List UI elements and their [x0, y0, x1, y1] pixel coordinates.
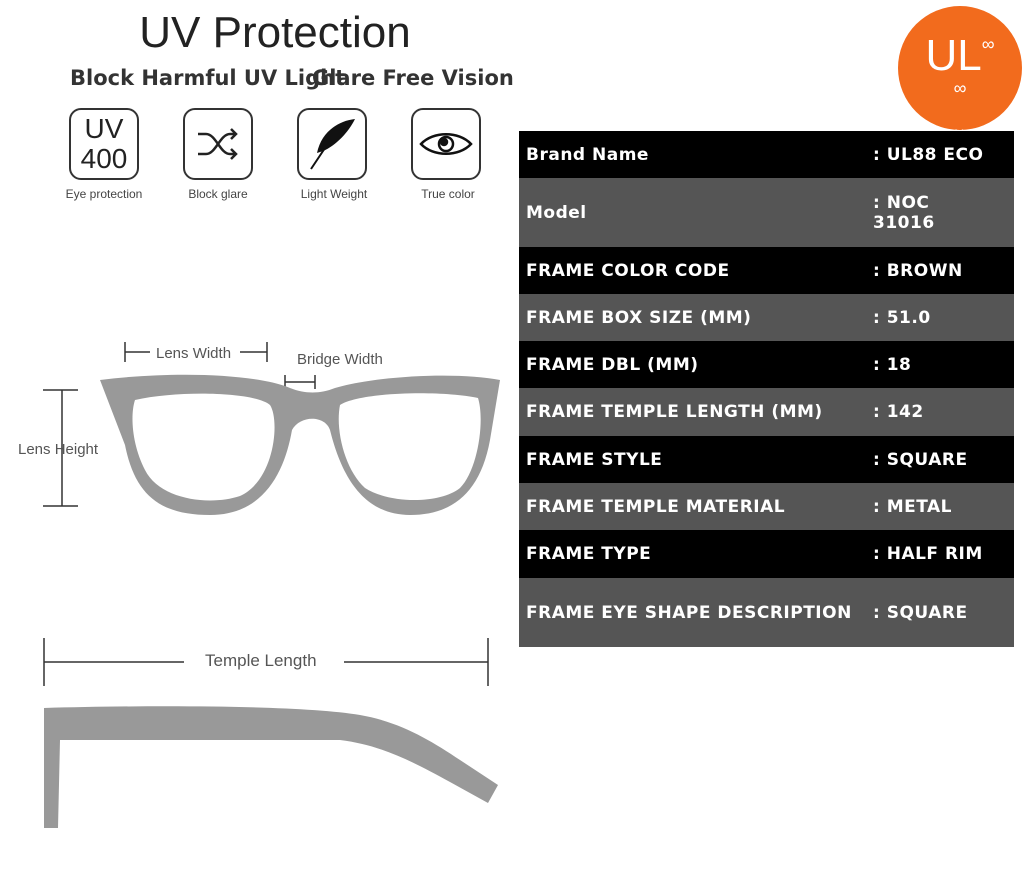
spec-label: FRAME COLOR CODE: [526, 260, 730, 281]
spec-value: : SQUARE: [873, 602, 968, 623]
spec-row: FRAME TYPE : HALF RIM: [519, 530, 1014, 578]
feather-icon: [297, 108, 367, 180]
eye-icon: [411, 108, 481, 180]
spec-label: FRAME TEMPLE MATERIAL: [526, 496, 786, 517]
spec-label: FRAME TEMPLE LENGTH (MM): [526, 402, 823, 422]
feature-label: True color: [421, 187, 475, 201]
lens-width-label: Lens Width: [156, 345, 232, 362]
spec-value: : BROWN: [873, 260, 963, 281]
urban-lens-logo: UL∞∞ URBAN LENS: [898, 6, 1022, 142]
feature-label: Block glare: [188, 187, 248, 201]
spec-label: FRAME EYE SHAPE DESCRIPTION: [526, 602, 852, 623]
spec-row: FRAME TEMPLE LENGTH (MM) : 142: [519, 388, 1014, 436]
spec-row: FRAME BOX SIZE (MM) : 51.0: [519, 294, 1014, 341]
400-text: 400: [80, 143, 128, 174]
spec-label: Model: [526, 202, 587, 223]
spec-value: : 142: [873, 402, 924, 422]
spec-value: : 18: [873, 354, 912, 375]
spec-table: Brand Name : UL88 ECO Model : NOC 31016 FRAM…: [519, 131, 1014, 647]
spec-label: FRAME STYLE: [526, 449, 663, 470]
feature-label: Eye protection: [65, 187, 143, 201]
spec-label: FRAME DBL (MM): [526, 354, 699, 375]
spec-value: : HALF RIM: [873, 544, 983, 564]
spec-value: : METAL: [873, 496, 953, 517]
spec-value: : SQUARE: [873, 449, 968, 470]
uv400-icon: UV 400: [69, 108, 139, 180]
subtitle-uv: Block Harmful UV Light: [70, 66, 346, 90]
spec-value: : 51.0: [873, 307, 931, 328]
spec-row: Model : NOC 31016: [519, 178, 1014, 247]
spec-value: : NOC 31016: [873, 192, 935, 233]
spec-row: FRAME STYLE : SQUARE: [519, 436, 1014, 483]
uv-text: UV: [84, 113, 124, 144]
spec-row: FRAME DBL (MM) : 18: [519, 341, 1014, 388]
spec-row: FRAME TEMPLE MATERIAL : METAL: [519, 483, 1014, 530]
page-title: UV Protection: [139, 8, 411, 57]
spec-label: Brand Name: [526, 144, 649, 165]
temple-length-label: Temple Length: [205, 651, 317, 670]
spec-row: FRAME COLOR CODE : BROWN: [519, 247, 1014, 294]
subtitle-glare: Glare Free Vision: [312, 66, 514, 90]
logo-mark: UL∞ ∞: [925, 31, 995, 99]
spec-label: FRAME TYPE: [526, 544, 652, 564]
lens-height-label: Lens Height: [18, 441, 99, 458]
spec-row: FRAME EYE SHAPE DESCRIPTION : SQUARE: [519, 578, 1014, 647]
spec-value: : UL88 ECO: [873, 144, 984, 165]
feature-label: Light Weight: [300, 187, 368, 201]
bridge-width-label: Bridge Width: [297, 351, 383, 368]
spec-row: Brand Name : UL88 ECO: [519, 131, 1014, 178]
glasses-diagram: [43, 342, 500, 828]
spec-label: FRAME BOX SIZE (MM): [526, 307, 752, 328]
shuffle-icon: [183, 108, 253, 180]
